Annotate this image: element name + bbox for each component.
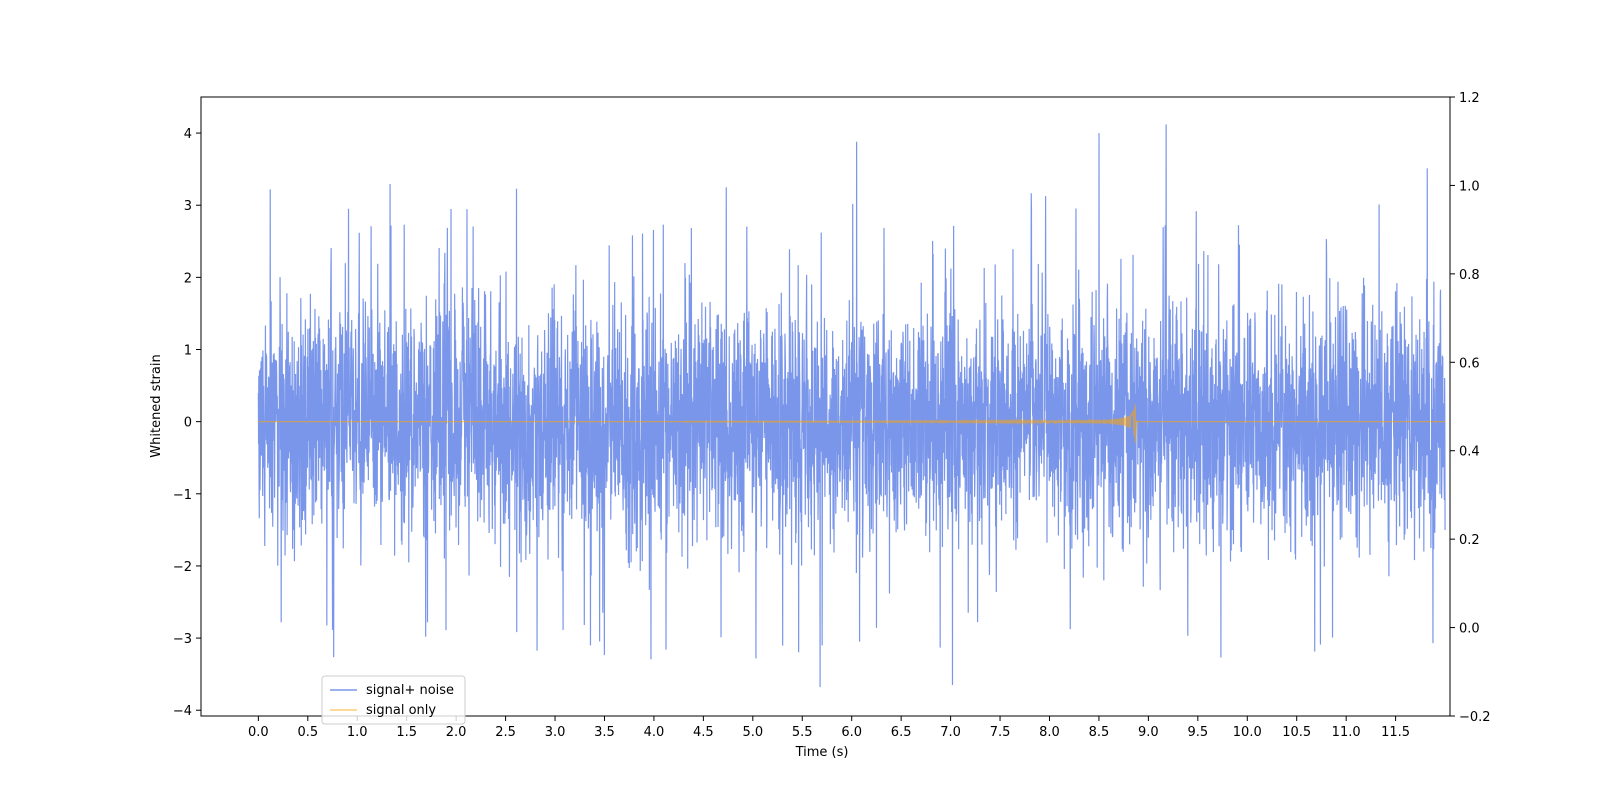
x-tick-label: 9.5 (1187, 725, 1208, 740)
x-tick-label: 3.0 (545, 725, 566, 740)
x-tick-label: 1.5 (396, 725, 417, 740)
y-tick-label: 1 (184, 344, 192, 359)
legend-label-signal-noise: signal+ noise (366, 683, 454, 698)
x-tick-label: 0.5 (297, 725, 318, 740)
x-axis-label: Time (s) (795, 745, 849, 760)
y-tick-label: 0 (184, 416, 192, 431)
x-tick-label: 4.5 (693, 725, 714, 740)
legend-label-signal-only: signal only (366, 703, 436, 718)
x-tick-label: 7.5 (990, 725, 1011, 740)
x-tick-label: 2.0 (446, 725, 467, 740)
x-tick-label: 0.0 (248, 725, 269, 740)
x-axis: 0.0 0.5 1.0 1.5 2.0 2.5 3.0 3.5 4.0 4.5 5.0 5.5 6.0 6… (248, 716, 1410, 740)
x-tick-label: 5.0 (742, 725, 763, 740)
x-tick-label: 11.5 (1381, 725, 1410, 740)
y2-tick-label: 0.0 (1459, 622, 1480, 637)
y2-tick-label: 0.6 (1459, 356, 1480, 371)
y-tick-label: −1 (173, 488, 192, 503)
y-axis-right: −0.2 0.0 0.2 0.4 0.6 0.8 1.0 1.2 (1450, 91, 1491, 725)
plot-frame (200, 96, 1451, 717)
y2-tick-label: −0.2 (1459, 710, 1491, 725)
x-tick-label: 6.5 (891, 725, 912, 740)
series-signal-noise-line (257, 124, 1446, 688)
y2-tick-label: 0.2 (1459, 533, 1480, 548)
y-axis-left: −4 −3 −2 −1 0 1 2 3 4 (173, 127, 201, 719)
x-tick-label: 9.0 (1138, 725, 1159, 740)
x-tick-label: 7.0 (940, 725, 961, 740)
x-tick-label: 2.5 (495, 725, 516, 740)
y2-tick-label: 0.8 (1459, 268, 1480, 283)
y-axis-label: Whitened strain (149, 354, 164, 457)
x-tick-label: 3.5 (594, 725, 615, 740)
series-layer (257, 124, 1446, 688)
x-tick-label: 8.5 (1089, 725, 1110, 740)
x-tick-label: 10.5 (1282, 725, 1311, 740)
x-tick-label: 4.0 (644, 725, 665, 740)
y2-tick-label: 0.4 (1459, 445, 1480, 460)
series-signal-only-line (258, 404, 1446, 443)
y-tick-label: 3 (184, 199, 192, 214)
y-tick-label: −2 (173, 560, 192, 575)
x-tick-label: 5.5 (792, 725, 813, 740)
y2-tick-label: 1.2 (1459, 91, 1480, 106)
x-tick-label: 8.0 (1039, 725, 1060, 740)
y-tick-label: 4 (184, 127, 192, 142)
y-tick-label: −3 (173, 632, 192, 647)
x-tick-label: 1.0 (347, 725, 368, 740)
x-tick-label: 11.0 (1332, 725, 1361, 740)
y2-tick-label: 1.0 (1459, 179, 1480, 194)
legend: signal+ noise signal only (321, 675, 466, 725)
y-tick-label: −4 (173, 704, 192, 719)
x-tick-label: 10.0 (1233, 725, 1262, 740)
legend-box (321, 675, 466, 725)
y-tick-label: 2 (184, 271, 192, 286)
x-tick-label: 6.0 (841, 725, 862, 740)
